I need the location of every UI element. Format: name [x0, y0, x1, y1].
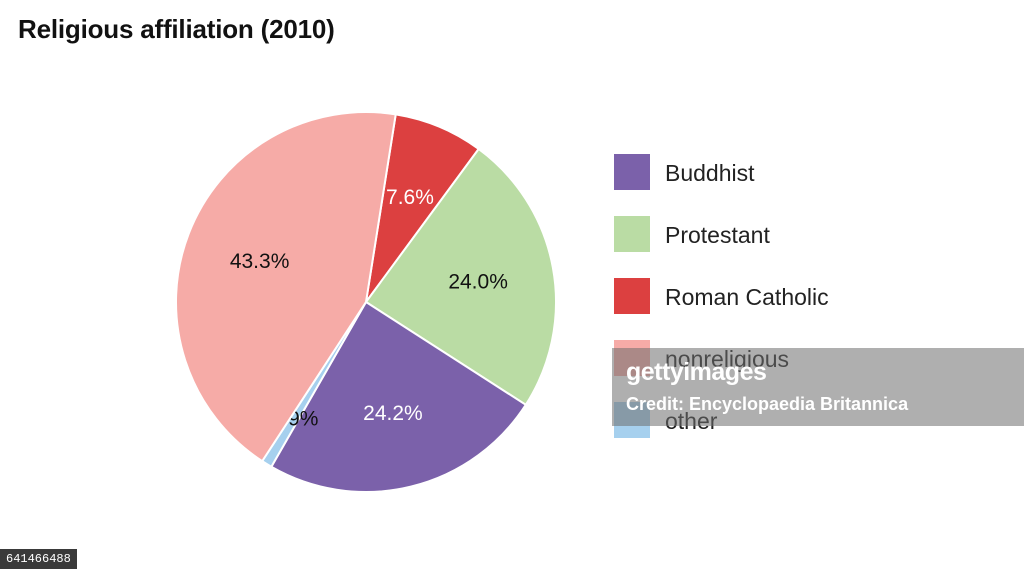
- legend-label: Protestant: [665, 222, 770, 248]
- slice-label-buddhist: 24.2%: [363, 402, 423, 425]
- watermark-credit: Credit: Encyclopaedia Britannica: [626, 394, 909, 414]
- pie-slice-nonreligious: [175, 111, 397, 463]
- legend-swatch: [614, 154, 650, 190]
- slice-label-protestant: 24.0%: [448, 270, 508, 293]
- pie-slice-buddhist: [269, 300, 528, 493]
- legend-swatch: [614, 216, 650, 252]
- legend-swatch: [614, 278, 650, 314]
- legend-label: Buddhist: [665, 160, 755, 186]
- watermark-brand: gettyimages: [626, 358, 767, 386]
- watermark: gettyimages Credit: Encyclopaedia Britan…: [612, 348, 1024, 426]
- image-id: 641466488: [0, 549, 77, 569]
- slice-label-roman-catholic: 7.6%: [386, 186, 434, 209]
- legend-label: Roman Catholic: [665, 284, 829, 310]
- pie-slice-protestant: [364, 147, 557, 407]
- chart-title: Religious affiliation (2010): [18, 14, 335, 44]
- slice-label-nonreligious: 43.3%: [230, 250, 290, 273]
